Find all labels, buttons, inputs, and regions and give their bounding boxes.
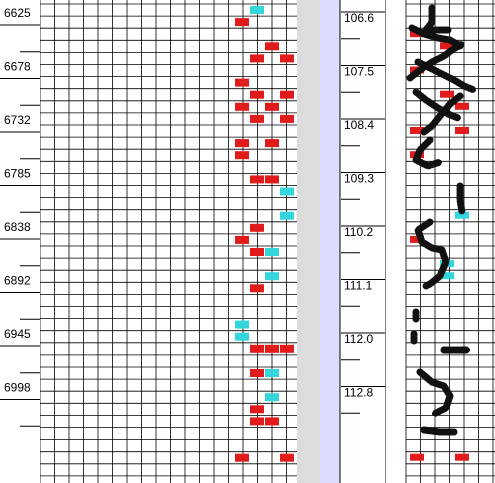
- log-marker-red: [250, 175, 264, 184]
- log-marker-red: [250, 369, 264, 377]
- log-marker-cyan: [265, 272, 279, 281]
- log-marker-red: [250, 54, 264, 63]
- right-axis-bg: [341, 0, 385, 483]
- right-axis-label: 110.2: [344, 225, 373, 239]
- right-axis-label: 111.1: [344, 279, 373, 293]
- handwriting-stroke-core: [422, 428, 456, 434]
- log-marker-red: [235, 102, 249, 111]
- log-marker-red: [280, 344, 294, 353]
- right-axis-label: 108.4: [344, 118, 374, 132]
- log-marker-red: [250, 90, 264, 99]
- log-marker-red: [265, 344, 279, 353]
- handwriting-stroke-core: [416, 60, 476, 92]
- handwriting-stroke-core: [408, 42, 464, 80]
- log-marker-red: [280, 54, 294, 63]
- right-marker-red: [440, 90, 454, 98]
- log-marker-cyan: [280, 187, 294, 196]
- right-marker-red: [440, 42, 454, 50]
- log-marker-cyan: [280, 211, 294, 220]
- handwriting-stroke-core: [418, 370, 452, 416]
- log-marker-red: [265, 42, 279, 51]
- log-marker-cyan: [235, 332, 249, 341]
- right-value-axis: 106.6 107.5 108.4 109.3 110.2 111.1 112.0 112.8: [341, 0, 385, 483]
- handwriting-stroke-core: [458, 184, 464, 214]
- log-marker-red: [250, 284, 264, 293]
- blue-band: [320, 0, 340, 483]
- left-axis-label: 6892: [4, 274, 31, 288]
- log-marker-red: [235, 139, 249, 148]
- handwriting-strokes: [406, 4, 478, 436]
- right-grid-panel: [384, 0, 495, 483]
- log-marker-red: [250, 344, 264, 353]
- left-axis-label: 6678: [4, 60, 31, 74]
- left-axis-label: 6732: [4, 113, 31, 127]
- right-grid-bg: [385, 0, 495, 483]
- log-marker-red: [250, 223, 264, 232]
- log-marker-cyan: [265, 369, 279, 377]
- right-axis-label: 107.5: [344, 65, 374, 79]
- log-marker-red: [235, 18, 249, 27]
- left-axis-label: 6838: [4, 220, 31, 234]
- right-marker-red: [455, 453, 469, 461]
- left-grid-panel: [39, 0, 320, 483]
- handwriting-stroke-core: [422, 94, 462, 134]
- right-axis-label: 106.6: [344, 11, 374, 25]
- log-marker-red: [265, 139, 279, 148]
- log-marker-red: [235, 235, 249, 244]
- right-marker-red: [455, 127, 469, 134]
- left-axis-label: 6625: [4, 6, 31, 20]
- log-marker-cyan: [235, 320, 249, 329]
- log-marker-red: [280, 453, 294, 462]
- log-marker-cyan: [250, 6, 264, 14]
- right-marker-cyan: [455, 211, 469, 219]
- band-columns: [297, 0, 341, 483]
- right-marker-red: [410, 235, 424, 243]
- handwriting-stroke-core: [416, 220, 448, 288]
- log-marker-red: [235, 78, 249, 87]
- log-marker-red: [235, 151, 249, 160]
- log-marker-red: [280, 114, 294, 123]
- left-axis-label: 6785: [4, 167, 31, 181]
- log-marker-red: [250, 248, 264, 256]
- right-axis-label: 112.0: [344, 332, 373, 346]
- log-marker-cyan: [265, 248, 279, 256]
- left-axis-bg: [0, 0, 40, 483]
- log-marker-red: [265, 417, 279, 426]
- log-marker-cyan: [265, 393, 279, 402]
- right-marker-cyan: [440, 272, 454, 280]
- log-marker-red: [250, 417, 264, 426]
- handwriting-stroke-core: [414, 90, 460, 120]
- handwriting-stroke-core: [410, 26, 462, 48]
- log-marker-red: [265, 175, 279, 184]
- handwriting-stroke-core: [424, 6, 450, 32]
- right-marker-red: [410, 127, 424, 134]
- right-marker-red: [410, 453, 424, 461]
- log-marker-red: [235, 453, 249, 462]
- left-marker-layer: [235, 6, 294, 462]
- left-depth-axis: 6625 6678 6732 6785 6838 6892 6945 6998: [0, 0, 40, 483]
- log-marker-red: [250, 405, 264, 414]
- left-grid-bg: [40, 0, 320, 483]
- handwriting-stroke-core: [414, 138, 442, 168]
- left-axis-label: 6998: [4, 381, 31, 395]
- right-axis-label: 112.8: [344, 386, 373, 400]
- log-marker-red: [280, 90, 294, 99]
- left-axis-label: 6945: [4, 327, 31, 341]
- right-axis-label: 109.3: [344, 172, 374, 186]
- log-marker-red: [250, 114, 264, 123]
- gray-band: [297, 0, 320, 483]
- log-marker-red: [265, 102, 279, 111]
- right-marker-red: [455, 102, 469, 110]
